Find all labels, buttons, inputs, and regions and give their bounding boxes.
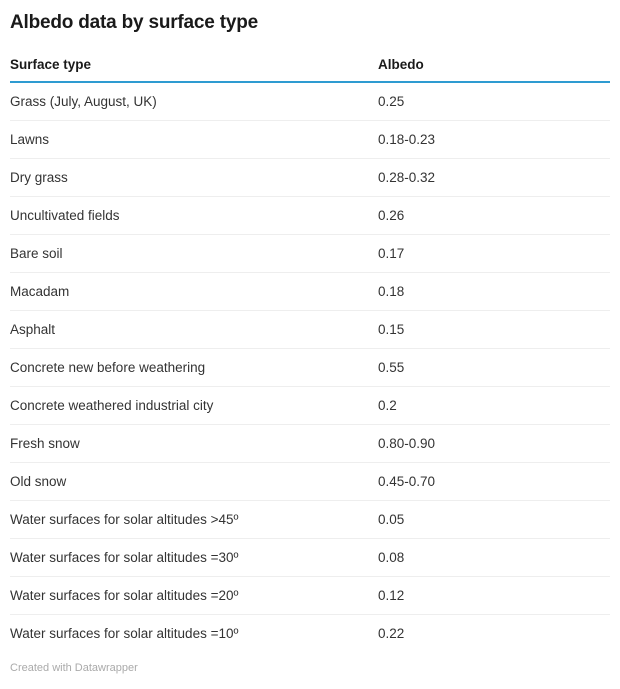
cell-albedo: 0.18 (378, 272, 610, 311)
column-header-surface-type[interactable]: Surface type (10, 56, 378, 83)
cell-albedo: 0.2 (378, 386, 610, 425)
cell-albedo: 0.05 (378, 500, 610, 539)
table-row: Grass (July, August, UK) 0.25 (10, 82, 610, 121)
cell-albedo: 0.15 (378, 310, 610, 349)
table-row: Macadam 0.18 (10, 272, 610, 311)
cell-surface-type: Bare soil (10, 234, 378, 273)
cell-surface-type: Water surfaces for solar altitudes =10º (10, 626, 239, 641)
cell-albedo: 0.55 (378, 348, 610, 387)
cell-surface-type: Old snow (10, 462, 378, 501)
footer-credit: Created with Datawrapper (10, 662, 138, 674)
table-row: Bare soil 0.17 (10, 234, 610, 273)
table-row: Uncultivated fields 0.26 (10, 196, 610, 235)
table-row: Asphalt 0.15 (10, 310, 610, 349)
table-row: Concrete new before weathering 0.55 (10, 348, 610, 387)
cell-albedo: 0.28-0.32 (378, 158, 610, 197)
table-body: Grass (July, August, UK) 0.25 Lawns 0.18-0.… (10, 82, 610, 652)
cell-surface-type: Concrete weathered industrial city (10, 386, 378, 425)
cell-albedo: 0.12 (378, 576, 610, 615)
cell-surface-type: Concrete new before weathering (10, 348, 378, 387)
cell-surface-type: Water surfaces for solar altitudes >45º (10, 500, 378, 539)
table-row: Water surfaces for solar altitudes =20º 0… (10, 576, 610, 615)
cell-surface-type: Uncultivated fields (10, 196, 378, 235)
cell-albedo: 0.22 (378, 626, 405, 641)
cell-surface-type: Fresh snow (10, 424, 378, 463)
cell-surface-type: Lawns (10, 120, 378, 159)
cell-albedo: 0.08 (378, 538, 610, 577)
cell-albedo: 0.26 (378, 196, 610, 235)
cell-surface-type: Dry grass (10, 158, 378, 197)
cell-albedo: 0.80-0.90 (378, 424, 610, 463)
table-row: Lawns 0.18-0.23 (10, 120, 610, 159)
table-row: Old snow 0.45-0.70 (10, 462, 610, 501)
cell-surface-type: Water surfaces for solar altitudes =20º (10, 576, 378, 615)
table-row: Water surfaces for solar altitudes =30º 0… (10, 538, 610, 577)
cell-albedo: 0.18-0.23 (378, 120, 610, 159)
table-header: Surface type Albedo (10, 56, 610, 83)
table-row: Concrete weathered industrial city 0.2 (10, 386, 610, 425)
cell-surface-type: Water surfaces for solar altitudes =30º (10, 538, 378, 577)
cell-surface-type: Asphalt (10, 310, 378, 349)
table-row: Water surfaces for solar altitudes >45º 0… (10, 500, 610, 539)
table-header-row: Surface type Albedo (10, 56, 610, 83)
page-title: Albedo data by surface type (10, 12, 259, 33)
table-row: Fresh snow 0.80-0.90 (10, 424, 610, 463)
table-row: Dry grass 0.28-0.32 (10, 158, 610, 197)
cell-albedo: 0.17 (378, 234, 610, 273)
column-header-albedo[interactable]: Albedo (378, 56, 610, 83)
table-row: Water surfaces for solar altitudes =10º 0… (10, 615, 610, 653)
cell-surface-type: Macadam (10, 272, 378, 311)
cell-surface-type: Grass (July, August, UK) (10, 82, 378, 121)
cell-albedo: 0.45-0.70 (378, 462, 610, 501)
cell-albedo: 0.25 (378, 82, 610, 121)
albedo-table: Surface type Albedo Grass (July, August,… (10, 56, 610, 652)
